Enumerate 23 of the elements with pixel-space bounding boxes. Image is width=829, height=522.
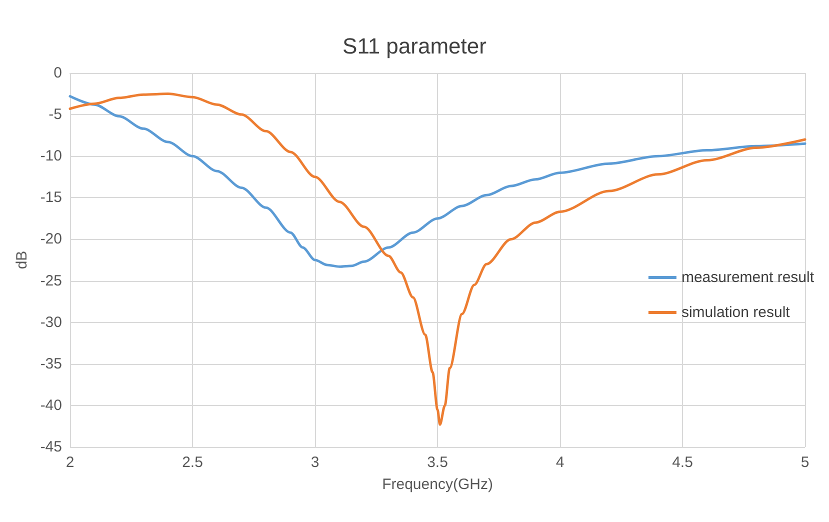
y-tick-label: -25 [40, 272, 62, 290]
y-tick-label: -20 [40, 230, 62, 248]
chart-title: S11 parameter [342, 34, 486, 58]
y-axis-title: dB [13, 250, 30, 270]
x-tick-label: 2.5 [182, 454, 203, 471]
y-tick-label: 0 [54, 64, 62, 82]
x-tick-label: 5 [800, 454, 810, 471]
y-tick-label: -15 [40, 189, 62, 206]
y-tick-label: -40 [40, 396, 62, 414]
x-tick-label: 4.5 [672, 454, 693, 471]
line-series [68, 95, 806, 268]
x-tick-label: 2 [66, 454, 74, 471]
x-tick-label: 3 [310, 454, 320, 471]
y-tick-label: -5 [48, 106, 62, 124]
y-tick-label: -10 [40, 148, 62, 165]
x-axis-title: Frequency(GHz) [382, 476, 493, 493]
x-tick-label: 3.5 [427, 454, 448, 471]
legend-label: simulation result [681, 304, 791, 321]
y-tick-label: -30 [40, 314, 62, 331]
y-tick-label: -35 [40, 355, 62, 372]
legend-label: measurement result [681, 269, 815, 286]
y-tick-label: -45 [40, 438, 62, 456]
x-tick-label: 4 [556, 454, 564, 471]
